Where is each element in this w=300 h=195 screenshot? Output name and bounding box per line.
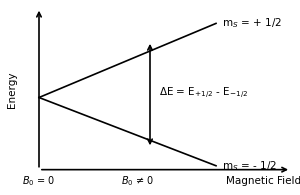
Text: Energy: Energy [7,71,17,108]
Text: Magnetic Field: Magnetic Field [226,176,300,186]
Text: $B_0$ = 0: $B_0$ = 0 [22,175,56,188]
Text: $B_0$ ≠ 0: $B_0$ ≠ 0 [122,175,154,188]
Text: m$_S$ = + 1/2: m$_S$ = + 1/2 [222,17,282,30]
Text: ΔE = E$_{+1/2}$ - E$_{-1/2}$: ΔE = E$_{+1/2}$ - E$_{-1/2}$ [159,86,248,101]
Text: m$_S$ = - 1/2: m$_S$ = - 1/2 [222,159,277,173]
